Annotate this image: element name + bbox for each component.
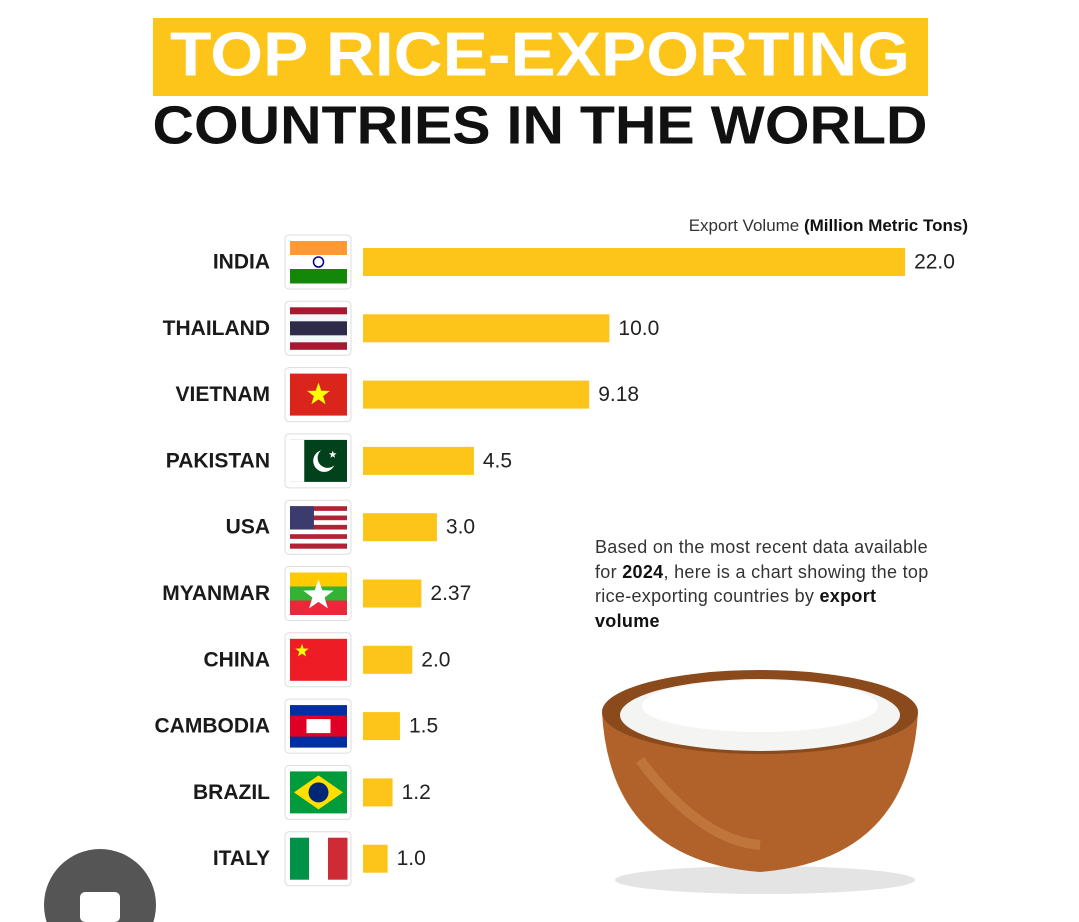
flag — [284, 499, 352, 555]
axis-label-unit: (Million Metric Tons) — [804, 216, 968, 235]
flag-stripe — [290, 534, 347, 540]
flag — [284, 698, 352, 754]
photo-icon — [44, 849, 156, 922]
flag-stripe — [290, 241, 347, 256]
bar — [363, 844, 388, 873]
flag-stripe — [290, 705, 347, 717]
value-label: 1.5 — [409, 715, 438, 738]
flag-globe — [308, 782, 329, 803]
flag-emblem — [312, 256, 325, 268]
category-label: MYANMAR — [162, 582, 270, 605]
flag-stripe — [309, 837, 329, 880]
bar — [363, 645, 413, 674]
flag-star — [307, 382, 330, 405]
flag — [284, 433, 352, 489]
flag — [284, 566, 352, 621]
bowl — [602, 670, 918, 894]
flag-stripe — [290, 538, 347, 545]
category-label: THAILAND — [163, 317, 270, 340]
category-label: VIETNAM — [176, 383, 271, 406]
flag-stripe — [290, 321, 347, 329]
bar — [363, 513, 437, 542]
category-label: PAKISTAN — [166, 449, 270, 472]
flag-star — [328, 450, 337, 458]
value-label: 3.0 — [446, 516, 475, 539]
value-label: 22.0 — [914, 251, 955, 274]
flag-stripe — [290, 600, 347, 615]
flag — [284, 764, 352, 820]
chart-title: TOP RICE-EXPORTING — [170, 20, 910, 89]
bar — [363, 712, 400, 741]
flag-stripe — [290, 736, 347, 748]
flag-stripe — [290, 328, 347, 336]
flag-stripe — [290, 314, 347, 322]
category-label: ITALY — [213, 847, 270, 870]
flag-temple — [306, 719, 331, 734]
flag-stripe — [290, 515, 347, 521]
bar — [363, 380, 590, 409]
flag-stripe — [290, 529, 347, 535]
flag-stripe — [290, 255, 347, 270]
flag-stripe — [290, 837, 310, 880]
value-label: 1.0 — [397, 847, 426, 870]
flag — [284, 300, 352, 356]
bar — [363, 778, 393, 807]
category-label: BRAZIL — [193, 781, 270, 804]
value-label: 2.0 — [421, 648, 450, 671]
value-label: 1.2 — [402, 781, 431, 804]
bar — [363, 314, 610, 343]
value-label: 4.5 — [483, 449, 512, 472]
flag-stripe — [328, 837, 348, 880]
note-year: 2024 — [622, 561, 664, 582]
flag-field — [290, 638, 347, 681]
flag-canton — [290, 506, 314, 530]
flag-stripe — [290, 335, 347, 343]
flag-stripe — [290, 506, 347, 512]
note-text: Based on the most recent data available … — [595, 537, 928, 582]
axis-label: Export Volume (Million Metric Tons) — [689, 216, 968, 235]
flag — [284, 831, 352, 887]
flag — [284, 234, 352, 290]
axis-label-text: Export Volume — [689, 216, 804, 235]
category-label: CAMBODIA — [155, 715, 271, 738]
category-label: USA — [226, 516, 270, 539]
value-label: 2.37 — [430, 582, 471, 605]
note-emphasis: export volume — [595, 586, 877, 631]
flag-stripe — [290, 269, 347, 284]
flag-crescent-cut — [317, 447, 338, 468]
chart-subtitle: COUNTRIES IN THE WORLD — [153, 95, 928, 155]
flag-stripe — [290, 520, 347, 526]
note: Based on the most recent data available … — [595, 535, 940, 633]
category-label: CHINA — [204, 648, 271, 671]
flag-star — [303, 579, 334, 609]
flag-band — [290, 439, 305, 482]
flag-stripe — [290, 342, 347, 350]
flag-stripe — [290, 543, 347, 549]
flag-star — [295, 643, 309, 657]
value-label: 10.0 — [618, 317, 659, 340]
bar — [363, 446, 474, 475]
flag-stripe — [290, 524, 347, 531]
flag — [284, 367, 352, 423]
bar — [363, 579, 422, 608]
flag-stripe — [290, 307, 347, 315]
value-label: 9.18 — [598, 383, 639, 406]
flag — [284, 632, 352, 688]
flag-stripe — [290, 510, 347, 517]
category-label: INDIA — [213, 251, 270, 274]
title-band — [153, 18, 928, 96]
bar — [363, 248, 906, 276]
note-text: , here is a chart showing the top rice-e… — [595, 561, 929, 607]
